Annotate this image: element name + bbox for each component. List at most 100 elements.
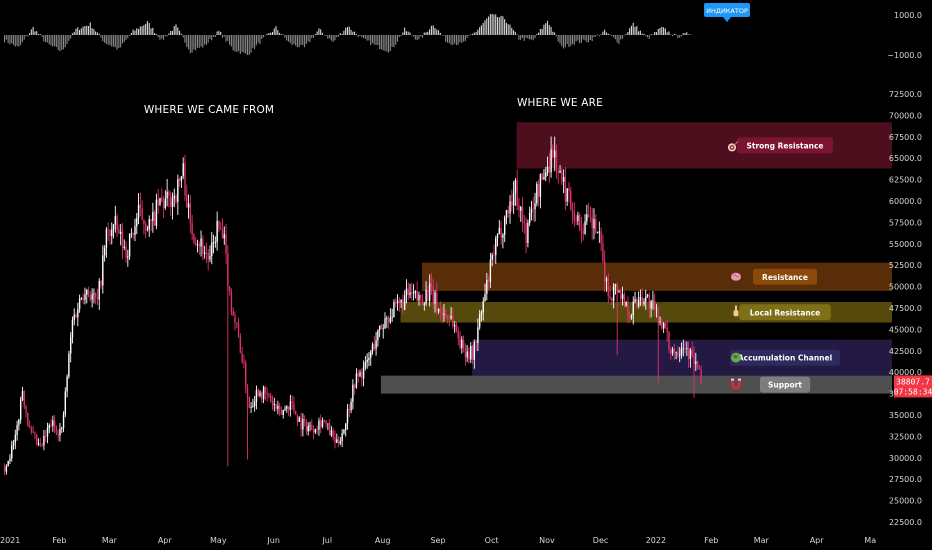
candle-body [682, 347, 684, 349]
oscillator-bar [84, 26, 86, 35]
oscillator-bar [111, 35, 113, 47]
oscillator-bar [216, 31, 218, 35]
candle-body [136, 218, 138, 227]
candle-body [457, 331, 459, 339]
oscillator-bar [109, 35, 111, 46]
time-tick-label: Mar [754, 536, 770, 545]
candle-body [44, 435, 47, 437]
candle-body [555, 150, 558, 171]
oscillator-bar [104, 35, 106, 43]
oscillator-bar [566, 35, 568, 44]
candle-body [500, 227, 502, 238]
candle-body [50, 425, 52, 427]
candle-body [389, 317, 392, 323]
oscillator-bar [434, 28, 436, 35]
oscillator-bar [479, 27, 481, 35]
candle-body [228, 286, 231, 292]
oscillator-bar [139, 26, 141, 35]
oscillator-bar [664, 28, 666, 35]
candle-body [486, 280, 488, 294]
price-tick-label: 70000.0 [889, 111, 922, 120]
oscillator-bar [663, 27, 665, 35]
oscillator-bar [221, 35, 223, 38]
oscillator-bar [16, 35, 18, 46]
time-tick-label: Aug [375, 536, 391, 545]
candle-body [77, 309, 79, 318]
indicator-tooltip [704, 3, 750, 17]
time-axis[interactable]: 2021 Feb Mar Apr May Jun Jul Aug Sep Oct Nov Dec 202… [0, 536, 876, 545]
oscillator-bar [18, 35, 20, 47]
candle-body [305, 421, 308, 432]
target-icon [728, 141, 739, 152]
time-tick-label: Feb [52, 536, 66, 545]
oscillator-bar [305, 35, 307, 44]
candle-body [62, 414, 65, 429]
magnet-icon [731, 378, 741, 390]
oscillator-bar [341, 33, 343, 35]
candle-body [141, 208, 143, 220]
oscillator-bar [393, 35, 395, 48]
oscillator-bar [321, 32, 324, 35]
candle-body [239, 336, 242, 353]
oscillator-bar [50, 35, 52, 46]
time-tick-label: 2022 [646, 536, 666, 545]
time-tick-label: Apr [158, 536, 173, 545]
oscillator-bar [630, 25, 632, 35]
oscillator-bar [638, 31, 640, 35]
oscillator-bar [618, 35, 620, 45]
oscillator-bar [214, 35, 216, 37]
oscillator-bar [502, 16, 504, 35]
candle-body [80, 298, 83, 300]
oscillator-bar [359, 35, 361, 36]
candle-body [94, 293, 97, 298]
oscillator-bar [48, 35, 50, 45]
oscillator-bar [455, 35, 457, 46]
candle-body [246, 387, 249, 398]
candle-body [12, 442, 15, 446]
oscillator-bar [525, 35, 527, 38]
price-axis[interactable]: 72500.0 70000.0 67500.0 65000.0 62500.0 60000… [887, 11, 922, 527]
candle-body [223, 234, 225, 239]
oscillator-bar [171, 30, 173, 35]
candle-body [382, 328, 384, 330]
zone-label-bg [753, 268, 817, 285]
candle-body [402, 299, 404, 310]
oscillator-bar [145, 23, 147, 35]
oscillator-bar [668, 31, 670, 35]
oscillator-bar [179, 30, 181, 35]
oscillator-bar [220, 31, 222, 35]
oscillator-bar [268, 33, 270, 35]
candle-body [9, 458, 11, 461]
candle-body [684, 347, 686, 349]
time-tick-label: Jun [266, 536, 280, 545]
oscillator-bar [425, 32, 427, 35]
oscillator-bar [127, 35, 129, 39]
oscillator-bar [107, 35, 109, 45]
candle-body [591, 217, 593, 229]
candle-body [218, 220, 220, 229]
candle-body [277, 405, 279, 409]
candle-body [430, 283, 433, 287]
candle-body [312, 429, 315, 433]
candle-body [655, 308, 658, 310]
oscillator-bar [312, 35, 315, 38]
oscillator-bar [575, 35, 577, 42]
oscillator-bar [593, 35, 595, 37]
candle-body [543, 177, 545, 180]
candle-body [487, 280, 490, 282]
candle-body [611, 297, 613, 301]
oscillator-bar [118, 35, 120, 48]
oscillator-bar [162, 35, 165, 40]
candle-body [71, 319, 74, 338]
candle-body [193, 234, 195, 244]
candle-body [462, 339, 465, 348]
oscillator-bar [491, 13, 493, 35]
candle-body [289, 401, 292, 410]
candle-body [364, 362, 367, 368]
oscillator-bar [645, 35, 647, 37]
oscillator-bar [679, 35, 681, 38]
oscillator-bar [539, 28, 541, 35]
oscillator-bar [337, 35, 340, 37]
